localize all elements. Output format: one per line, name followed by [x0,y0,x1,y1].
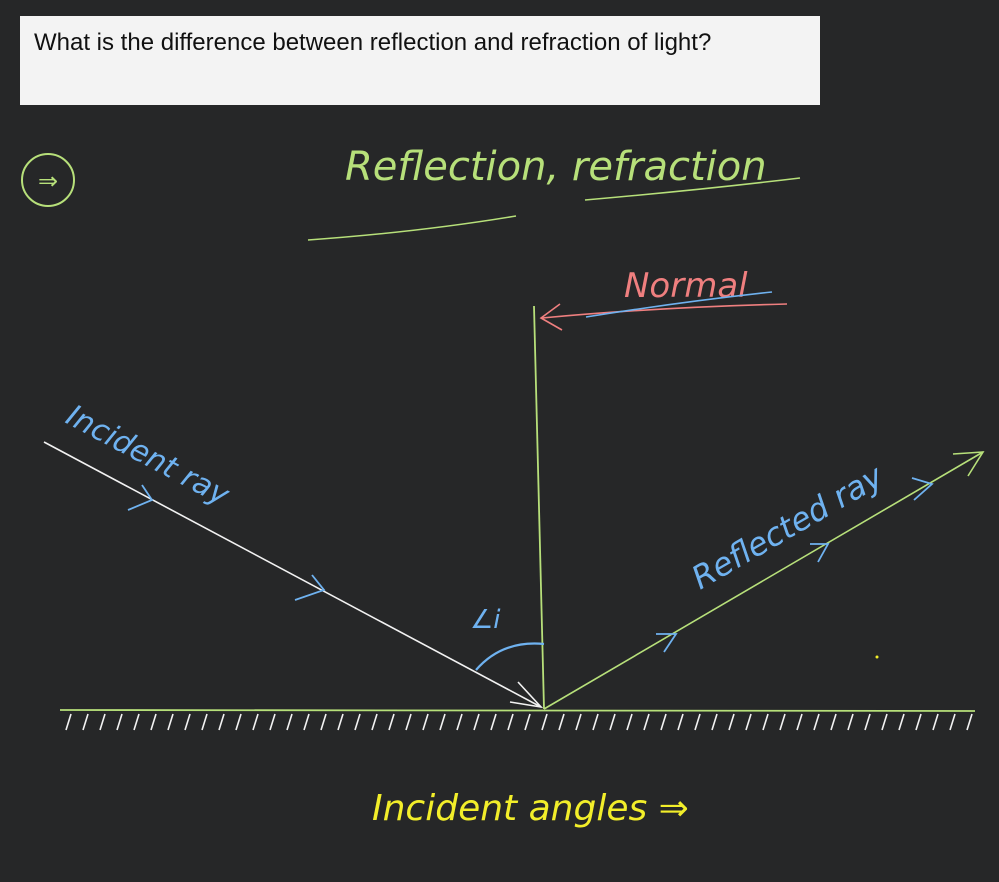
hatch-stroke [881,713,888,731]
reflected-ray-arrowhead [952,451,985,477]
hatch-stroke [269,713,276,731]
reflected-direction-mark-1 [656,633,678,653]
answer-mark: ⇒ [21,153,75,207]
hatch-stroke [337,713,344,731]
hatch-stroke [728,713,735,731]
hatch-stroke [388,713,395,731]
incident-direction-mark-2 [294,574,326,601]
mirror-hatching [65,713,973,731]
hatch-stroke [507,713,514,731]
incident-ray-arrowhead [509,681,544,709]
hatch-stroke [932,713,939,731]
angle-arc [475,642,545,671]
heading-underline-2 [584,177,801,201]
hatch-stroke [456,713,463,731]
hatch-stroke [762,713,769,731]
hatch-stroke [286,713,293,731]
hatch-stroke [847,713,854,731]
hatch-stroke [405,713,412,731]
incident-ray: Incident ray [43,398,544,709]
hatch-stroke [116,713,123,731]
hatch-stroke [694,713,701,731]
hatch-stroke [864,713,871,731]
hatch-stroke [354,713,361,731]
question-card: What is the difference between reflectio… [20,16,820,105]
hatch-stroke [133,713,140,731]
hatch-stroke [490,713,497,731]
hatch-stroke [201,713,208,731]
incident-ray-label: Incident ray [60,398,236,514]
hatch-stroke [966,713,973,731]
hatch-stroke [643,713,650,731]
hatch-stroke [371,713,378,731]
heading-underline-1 [307,215,517,241]
hatch-stroke [558,713,565,731]
reflected-ray-line [543,451,984,710]
hatch-stroke [830,713,837,731]
hatch-stroke [303,713,310,731]
hatch-stroke [218,713,225,731]
heading: Reflection, refraction [307,144,801,241]
mirror-surface [59,709,976,731]
hatch-stroke [898,713,905,731]
hatch-stroke [592,713,599,731]
normal-annotation: Normal [539,266,788,331]
incident-direction-mark-1 [127,484,154,511]
hatch-stroke [796,713,803,731]
hatch-stroke [541,713,548,731]
hatch-stroke [473,713,480,731]
normal-underline [585,291,773,318]
hatch-stroke [99,713,106,731]
hatch-stroke [439,713,446,731]
hatch-stroke [167,713,174,731]
incident-ray-line [43,441,542,708]
hatch-stroke [711,713,718,731]
reflected-ray-label: Reflected ray [685,456,891,597]
normal-arrow-line [541,303,788,319]
hatch-stroke [575,713,582,731]
answer-mark-circle [21,153,75,207]
angle-of-incidence: ∠i [470,605,545,671]
footer-label: Incident angles ⇒ [372,788,689,829]
stray-dot [875,655,879,659]
hatch-stroke [82,713,89,731]
hatch-stroke [745,713,752,731]
hatch-stroke [150,713,157,731]
hatch-stroke [320,713,327,731]
reflected-direction-mark-3 [911,477,934,501]
hatch-stroke [422,713,429,731]
normal-arrow-head [539,303,563,331]
hatch-stroke [626,713,633,731]
normal-label: Normal [624,266,748,306]
hatch-stroke [524,713,531,731]
reflected-direction-mark-2 [810,543,830,563]
answer-mark-symbol: ⇒ [38,167,58,195]
heading-text: Reflection, refraction [345,144,767,190]
hatch-stroke [677,713,684,731]
hatch-stroke [184,713,191,731]
hatch-stroke [660,713,667,731]
question-text: What is the difference between reflectio… [34,29,712,56]
hatch-stroke [813,713,820,731]
hatch-stroke [779,713,786,731]
hatch-stroke [609,713,616,731]
angle-label: ∠i [470,605,501,635]
mirror-line [59,709,976,712]
hatch-stroke [235,713,242,731]
hatch-stroke [915,713,922,731]
reflected-ray: Reflected ray [543,451,985,710]
hatch-stroke [65,713,72,731]
hatch-stroke [252,713,259,731]
hatch-stroke [949,713,956,731]
normal-line [533,305,545,710]
